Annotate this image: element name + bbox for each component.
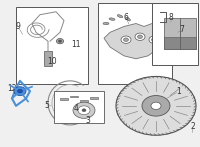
Circle shape bbox=[138, 35, 142, 39]
Polygon shape bbox=[180, 37, 196, 49]
Circle shape bbox=[58, 40, 62, 42]
Circle shape bbox=[135, 33, 145, 40]
Text: 5: 5 bbox=[45, 101, 49, 110]
Text: 11: 11 bbox=[71, 40, 81, 49]
Polygon shape bbox=[104, 24, 160, 59]
Polygon shape bbox=[164, 37, 180, 49]
Ellipse shape bbox=[117, 15, 123, 18]
Circle shape bbox=[121, 36, 131, 43]
Circle shape bbox=[73, 102, 95, 118]
Text: 1: 1 bbox=[177, 87, 181, 96]
Circle shape bbox=[142, 96, 170, 116]
Circle shape bbox=[78, 106, 90, 115]
Circle shape bbox=[116, 76, 196, 135]
Circle shape bbox=[124, 38, 128, 41]
Text: 6: 6 bbox=[124, 13, 128, 22]
FancyBboxPatch shape bbox=[152, 3, 198, 65]
Circle shape bbox=[82, 109, 86, 112]
Circle shape bbox=[151, 102, 161, 110]
Text: 8: 8 bbox=[169, 13, 173, 22]
Ellipse shape bbox=[103, 22, 109, 25]
Bar bbox=[70, 96, 78, 97]
Circle shape bbox=[56, 39, 64, 44]
Text: 2: 2 bbox=[191, 122, 195, 131]
FancyBboxPatch shape bbox=[16, 7, 88, 84]
Polygon shape bbox=[164, 18, 180, 49]
Text: 10: 10 bbox=[47, 57, 57, 66]
Ellipse shape bbox=[126, 17, 130, 21]
Text: 7: 7 bbox=[180, 25, 184, 34]
Polygon shape bbox=[180, 18, 196, 49]
Circle shape bbox=[152, 38, 156, 41]
Text: 4: 4 bbox=[74, 104, 78, 113]
Circle shape bbox=[149, 36, 159, 43]
Text: 12: 12 bbox=[7, 84, 17, 93]
Bar bbox=[44, 51, 52, 66]
Bar bbox=[80, 100, 88, 102]
Circle shape bbox=[18, 89, 22, 93]
FancyBboxPatch shape bbox=[54, 91, 104, 123]
FancyBboxPatch shape bbox=[98, 3, 172, 84]
Bar bbox=[90, 97, 98, 99]
Circle shape bbox=[14, 87, 26, 96]
Text: 3: 3 bbox=[86, 116, 90, 125]
Bar bbox=[60, 98, 68, 100]
Ellipse shape bbox=[109, 18, 115, 20]
Text: 9: 9 bbox=[16, 22, 20, 31]
